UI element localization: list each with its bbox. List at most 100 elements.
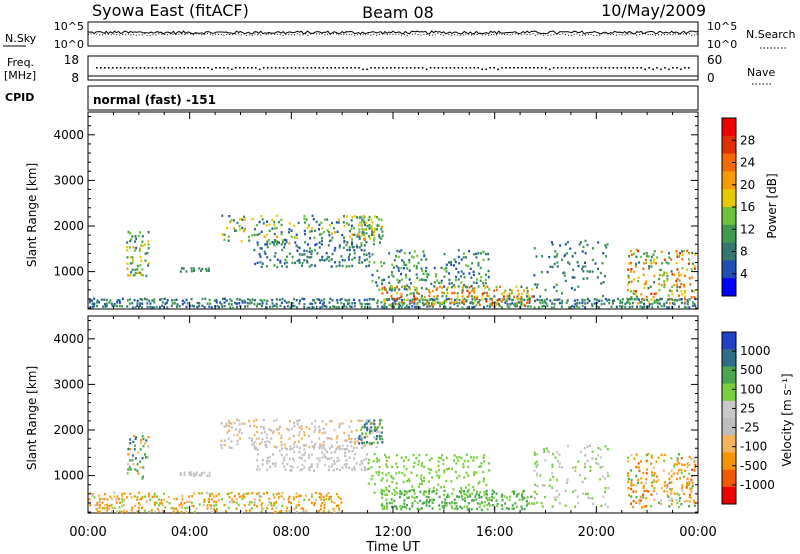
scatter-cell bbox=[135, 237, 138, 241]
scatter-cell bbox=[435, 492, 438, 495]
scatter-cell bbox=[403, 263, 406, 267]
scatter-cell bbox=[116, 299, 119, 302]
scatter-cell bbox=[637, 466, 640, 469]
scatter-cell bbox=[126, 245, 129, 249]
x-tick-label: 08:00 bbox=[273, 525, 310, 540]
scatter-cell bbox=[445, 502, 448, 505]
scatter-cell bbox=[253, 424, 256, 427]
scatter-cell bbox=[441, 454, 444, 457]
scatter-cell bbox=[644, 282, 647, 285]
scatter-cell bbox=[427, 480, 430, 483]
scatter-cell bbox=[98, 301, 101, 304]
scatter-cell bbox=[487, 258, 490, 261]
scatter-cell bbox=[288, 231, 290, 234]
scatter-cell bbox=[578, 301, 581, 305]
scatter-cell bbox=[478, 465, 481, 468]
scatter-cell bbox=[462, 463, 465, 466]
scatter-cell bbox=[121, 305, 124, 308]
freq-dot bbox=[564, 67, 567, 69]
scatter-cell bbox=[378, 425, 381, 428]
scatter-cell bbox=[684, 297, 686, 301]
scatter-cell bbox=[306, 226, 309, 230]
scatter-cell bbox=[339, 422, 341, 426]
scatter-cell bbox=[508, 507, 510, 511]
scatter-cell bbox=[677, 274, 680, 277]
scatter-cell bbox=[495, 288, 498, 292]
scatter-cell bbox=[132, 454, 135, 457]
scatter-cell bbox=[271, 305, 274, 308]
scatter-cell bbox=[366, 225, 369, 228]
scatter-cell bbox=[281, 447, 283, 450]
scatter-cell bbox=[316, 465, 319, 468]
scatter-cell bbox=[276, 243, 278, 246]
scatter-cell bbox=[278, 298, 281, 302]
scatter-cell bbox=[303, 214, 306, 218]
scatter-cell bbox=[89, 306, 92, 309]
scatter-cell bbox=[566, 252, 569, 255]
freq-dot bbox=[127, 67, 130, 69]
scatter-cell bbox=[665, 261, 668, 264]
scatter-cell bbox=[497, 298, 500, 301]
scatter-cell bbox=[324, 448, 327, 451]
scatter-cell bbox=[687, 262, 690, 265]
freq-dot bbox=[437, 67, 440, 69]
scatter-cell bbox=[306, 261, 309, 264]
scatter-cell bbox=[106, 506, 109, 509]
freq-dot bbox=[421, 67, 424, 69]
scatter-cell bbox=[548, 450, 551, 454]
freq-dot bbox=[266, 67, 269, 69]
scatter-cell bbox=[551, 472, 554, 475]
scatter-cell bbox=[668, 306, 670, 309]
scatter-cell bbox=[398, 279, 401, 283]
scatter-cell bbox=[669, 302, 671, 305]
scatter-cell bbox=[94, 504, 97, 507]
scatter-cell bbox=[556, 261, 559, 264]
scatter-cell bbox=[467, 459, 470, 463]
scatter-cell bbox=[293, 224, 296, 228]
scatter-cell bbox=[332, 227, 335, 230]
scatter-cell bbox=[670, 492, 673, 496]
scatter-cell bbox=[406, 504, 408, 507]
scatter-cell bbox=[404, 306, 407, 309]
scatter-cell bbox=[678, 294, 680, 297]
scatter-cell bbox=[310, 440, 313, 444]
scatter-cell bbox=[296, 419, 299, 423]
scatter-cell bbox=[691, 262, 694, 265]
nave-right-tick-top: 60 bbox=[707, 53, 722, 67]
scatter-cell bbox=[471, 262, 474, 265]
scatter-cell bbox=[326, 218, 329, 221]
scatter-cell bbox=[443, 285, 446, 288]
scatter-cell bbox=[310, 501, 313, 505]
scatter-cell bbox=[139, 460, 142, 463]
scatter-cell bbox=[627, 474, 630, 478]
scatter-cell bbox=[318, 428, 321, 432]
scatter-cell bbox=[290, 229, 293, 232]
scatter-cell bbox=[356, 216, 359, 219]
scatter-cell bbox=[647, 490, 650, 493]
scatter-cell bbox=[301, 261, 304, 265]
scatter-cell bbox=[483, 291, 486, 295]
scatter-cell bbox=[332, 469, 335, 472]
scatter-cell bbox=[158, 504, 161, 507]
scatter-cell bbox=[439, 303, 441, 306]
scatter-cell bbox=[118, 299, 121, 302]
scatter-cell bbox=[662, 469, 665, 472]
scatter-cell bbox=[441, 505, 444, 508]
scatter-cell bbox=[376, 460, 379, 463]
scatter-cell bbox=[681, 267, 684, 270]
scatter-cell bbox=[380, 504, 383, 507]
scatter-cell bbox=[602, 281, 605, 284]
scatter-cell bbox=[376, 426, 379, 429]
scatter-cell bbox=[386, 479, 389, 482]
scatter-cell bbox=[360, 242, 363, 245]
scatter-cell bbox=[134, 268, 137, 271]
scatter-cell bbox=[228, 429, 230, 432]
scatter-cell bbox=[370, 426, 373, 429]
scatter-cell bbox=[496, 298, 499, 302]
scatter-cell bbox=[485, 300, 488, 303]
scatter-cell bbox=[423, 490, 426, 493]
scatter-cell bbox=[408, 286, 411, 289]
scatter-cell bbox=[466, 490, 469, 493]
scatter-cell bbox=[596, 301, 599, 304]
scatter-cell bbox=[686, 249, 689, 253]
